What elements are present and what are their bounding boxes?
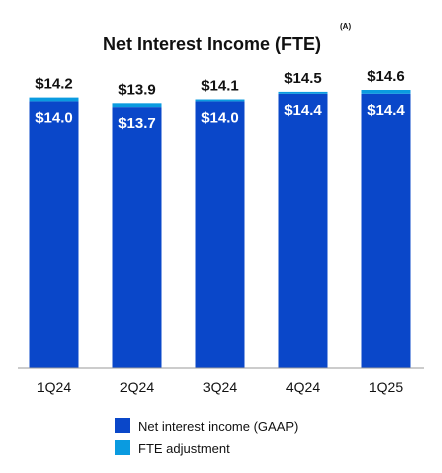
x-tick-label-4Q24: 4Q24 bbox=[286, 379, 320, 395]
legend-label-gaap: Net interest income (GAAP) bbox=[138, 419, 298, 434]
data-label-gaap-2Q24: $13.7 bbox=[118, 115, 156, 132]
x-tick-label-3Q24: 3Q24 bbox=[203, 379, 237, 395]
bar-gaap-2Q24 bbox=[112, 107, 162, 368]
data-label-total-2Q24: $13.9 bbox=[118, 81, 156, 98]
bar-fte-3Q24 bbox=[195, 99, 245, 102]
bar-fte-2Q24 bbox=[112, 103, 162, 108]
chart-title: Net Interest Income (FTE) (A) bbox=[103, 22, 351, 54]
data-label-total-4Q24: $14.5 bbox=[284, 70, 322, 87]
data-label-gaap-1Q24: $14.0 bbox=[35, 109, 73, 126]
data-label-gaap-4Q24: $14.4 bbox=[284, 102, 322, 119]
x-tick-label-1Q24: 1Q24 bbox=[37, 379, 71, 395]
bar-gaap-4Q24 bbox=[278, 93, 328, 368]
x-tick-labels: 1Q24 2Q24 3Q24 4Q24 1Q25 bbox=[37, 379, 403, 395]
x-tick-label-2Q24: 2Q24 bbox=[120, 379, 154, 395]
bar-gaap-1Q25 bbox=[361, 93, 411, 368]
legend: Net interest income (GAAP) FTE adjustmen… bbox=[115, 418, 298, 456]
bar-fte-1Q24 bbox=[29, 97, 79, 102]
data-label-total-1Q24: $14.2 bbox=[35, 76, 73, 93]
bar-fte-1Q25 bbox=[361, 90, 411, 94]
chart-title-superscript: (A) bbox=[340, 22, 351, 31]
legend-label-fte: FTE adjustment bbox=[138, 441, 230, 456]
chart-title-text: Net Interest Income (FTE) bbox=[103, 34, 321, 54]
bar-fte-4Q24 bbox=[278, 91, 328, 94]
data-label-total-1Q25: $14.6 bbox=[367, 68, 405, 85]
data-label-total-3Q24: $14.1 bbox=[201, 78, 239, 95]
legend-swatch-gaap bbox=[115, 418, 130, 433]
legend-swatch-fte bbox=[115, 440, 130, 455]
bar-gaap-3Q24 bbox=[195, 101, 245, 369]
data-label-gaap-3Q24: $14.0 bbox=[201, 109, 239, 126]
data-label-gaap-1Q25: $14.4 bbox=[367, 102, 405, 119]
x-tick-label-1Q25: 1Q25 bbox=[369, 379, 403, 395]
bar-gaap-1Q24 bbox=[29, 101, 79, 369]
bars-group bbox=[29, 90, 411, 369]
labels-group: $14.0 $14.2 $13.7 $13.9 $14.0 $14.1 $14.4 $14.5… bbox=[35, 68, 405, 132]
